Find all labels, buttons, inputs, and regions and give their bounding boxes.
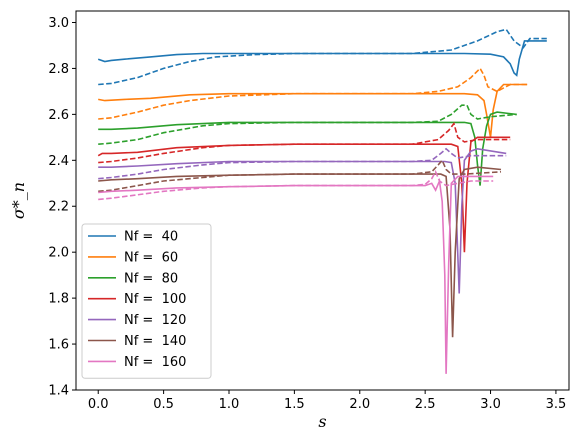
x-tick-label: 2.5: [415, 397, 436, 412]
x-tick-label: 3.0: [480, 397, 501, 412]
y-tick-label: 3.0: [48, 16, 69, 31]
y-axis-ticks: 1.4 1.6 1.8 2.0 2.2 2.4 2.6 2.8 3.0: [48, 16, 76, 399]
x-tick-label: 0.5: [153, 397, 174, 412]
legend-entry-label: Nf = 140: [124, 334, 186, 349]
legend: Nf = 40 Nf = 60 Nf = 80 Nf = 100 Nf = 120 Nf …: [81, 223, 212, 379]
plot-area: [97, 28, 547, 374]
x-tick-label: 1.0: [219, 397, 240, 412]
y-tick-label: 1.8: [48, 292, 69, 307]
x-tick-label: 2.0: [349, 397, 370, 412]
series-line-solid: [98, 147, 507, 294]
legend-entry-label: Nf = 80: [124, 271, 178, 286]
x-axis-ticks: 0.0 0.5 1.0 1.5 2.0 2.5 3.0 3.5: [88, 390, 566, 412]
series-line-solid: [97, 40, 547, 77]
series-line-solid: [98, 111, 517, 186]
y-tick-label: 2.8: [48, 62, 69, 77]
x-tick-label: 3.5: [546, 397, 567, 412]
legend-entry-label: Nf = 120: [124, 313, 186, 328]
legend-entry-label: Nf = 40: [124, 230, 178, 245]
legend-entry-label: Nf = 160: [124, 355, 186, 370]
series-line-dashed: [98, 67, 528, 120]
x-tick-label: 1.5: [284, 397, 305, 412]
series-line-solid: [98, 175, 494, 374]
y-tick-label: 2.0: [48, 246, 69, 261]
y-tick-label: 1.4: [48, 384, 69, 399]
legend-entry-label: Nf = 100: [124, 292, 186, 307]
x-tick-label: 0.0: [88, 397, 109, 412]
y-tick-label: 2.2: [48, 200, 69, 215]
axes-frame: [75, 10, 570, 391]
y-tick-label: 2.6: [48, 108, 69, 123]
x-axis-label: s: [318, 412, 326, 431]
y-tick-label: 2.4: [48, 154, 69, 169]
y-tick-label: 1.6: [48, 338, 69, 353]
y-axis-label: σ*_n: [9, 182, 28, 219]
y-axis-label-text: σ*_n: [9, 182, 28, 219]
series-line-solid: [98, 83, 528, 138]
legend-entry-label: Nf = 60: [124, 250, 178, 265]
